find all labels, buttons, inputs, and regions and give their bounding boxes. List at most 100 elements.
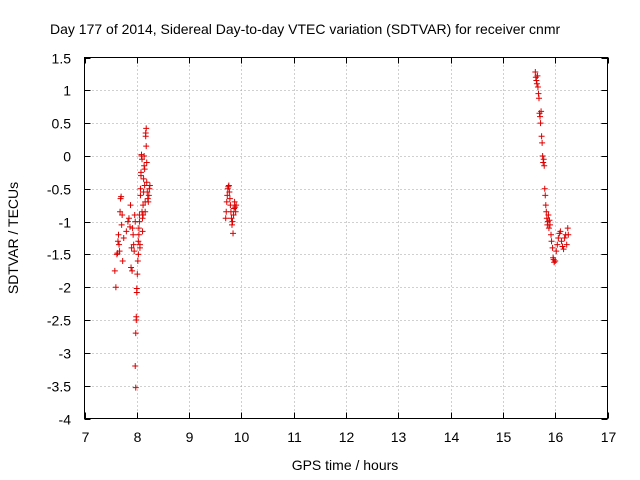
data-point-marker <box>131 248 138 255</box>
data-point-marker <box>114 238 121 245</box>
data-point-marker <box>543 208 550 215</box>
data-point-marker <box>228 215 235 222</box>
data-point-marker <box>532 74 539 81</box>
data-point-marker <box>125 215 132 222</box>
data-point-marker <box>117 208 124 215</box>
data-point-marker <box>132 384 139 391</box>
data-point-marker <box>230 230 237 237</box>
data-point-marker <box>116 241 123 248</box>
data-point-marker <box>558 238 565 245</box>
data-point-marker <box>136 218 143 225</box>
data-point-marker <box>140 175 147 182</box>
chart-title: Day 177 of 2014, Sidereal Day-to-day VTE… <box>50 21 560 37</box>
data-point-marker <box>542 202 549 209</box>
data-point-marker <box>128 264 135 271</box>
data-point-marker <box>535 95 542 102</box>
data-point-marker <box>112 284 119 291</box>
data-point-marker <box>546 221 553 228</box>
data-point-marker <box>233 202 240 209</box>
x-tick-label: 14 <box>444 429 460 445</box>
data-point-marker <box>141 166 148 173</box>
data-point-marker <box>113 251 120 258</box>
data-point-marker <box>133 313 140 320</box>
data-point-marker <box>533 80 540 87</box>
data-point-marker <box>143 143 150 150</box>
data-point-marker <box>553 248 560 255</box>
data-points <box>111 68 572 391</box>
data-point-marker <box>137 185 144 192</box>
axis-ticks <box>84 57 609 420</box>
data-point-marker <box>129 225 136 232</box>
data-point-marker <box>532 68 539 75</box>
data-point-marker <box>534 84 541 91</box>
data-point-marker <box>534 72 541 79</box>
data-point-marker <box>141 162 148 169</box>
data-point-marker <box>538 133 545 140</box>
data-point-marker <box>541 185 548 192</box>
data-point-marker <box>139 215 146 222</box>
data-point-marker <box>141 152 148 159</box>
data-point-marker <box>142 129 149 136</box>
y-tick-labels: 1.5 1 0.5 0 -0.5 -1 -1.5 -2 -2.5 -3 -3.5 -4 <box>47 51 71 428</box>
data-point-marker <box>554 241 561 248</box>
data-point-marker <box>143 159 150 166</box>
data-point-marker <box>231 205 238 212</box>
data-point-marker <box>225 183 232 190</box>
data-point-marker <box>232 208 239 215</box>
data-point-marker <box>127 202 134 209</box>
data-point-marker <box>226 189 233 196</box>
data-point-marker <box>119 212 126 219</box>
y-tick-label: 0 <box>63 149 71 165</box>
data-point-marker <box>540 156 547 163</box>
x-tick-label: 16 <box>548 429 564 445</box>
data-point-marker <box>140 202 147 209</box>
data-point-marker <box>551 259 558 266</box>
data-point-marker <box>540 159 547 166</box>
data-point-marker <box>223 198 230 205</box>
x-axis-label: GPS time / hours <box>292 457 399 473</box>
data-point-marker <box>222 215 229 222</box>
x-tick-label: 17 <box>601 429 617 445</box>
data-point-marker <box>128 244 135 251</box>
data-point-marker <box>559 243 566 250</box>
data-point-marker <box>140 212 147 219</box>
data-point-marker <box>143 125 150 132</box>
data-point-marker <box>563 241 570 248</box>
data-point-marker <box>132 330 139 337</box>
data-point-marker <box>129 267 136 274</box>
data-point-marker <box>118 221 125 228</box>
x-tick-label: 9 <box>186 429 194 445</box>
data-point-marker <box>137 192 144 199</box>
y-tick-label: -3.5 <box>47 379 71 395</box>
y-axis-label: SDTVAR / TECUs <box>5 182 21 294</box>
data-point-marker <box>546 217 553 224</box>
data-point-marker <box>144 195 151 202</box>
data-point-marker <box>230 212 237 219</box>
data-point-marker <box>130 241 137 248</box>
data-point-marker <box>538 108 545 115</box>
data-point-marker <box>134 257 141 264</box>
y-tick-label: -3 <box>59 346 72 362</box>
data-point-marker <box>146 182 153 189</box>
data-point-marker <box>224 192 231 199</box>
x-tick-label: 13 <box>391 429 407 445</box>
x-tick-label: 12 <box>339 429 355 445</box>
data-point-marker <box>541 162 548 169</box>
data-point-marker <box>120 235 127 241</box>
data-point-marker <box>542 192 549 199</box>
data-point-marker <box>118 193 125 200</box>
data-point-marker <box>133 285 140 292</box>
data-point-marker <box>555 235 562 241</box>
data-point-marker <box>549 244 556 251</box>
data-point-marker <box>134 271 141 278</box>
y-tick-label: 1 <box>63 83 71 99</box>
x-tick-labels: 7 8 9 10 11 12 13 14 15 16 17 <box>82 429 617 445</box>
data-point-marker <box>135 251 142 258</box>
data-point-marker <box>226 195 233 202</box>
data-point-marker <box>115 231 122 238</box>
grid-lines <box>84 57 608 419</box>
data-point-marker <box>146 185 153 192</box>
data-point-marker <box>565 231 572 238</box>
data-point-marker <box>124 218 131 225</box>
